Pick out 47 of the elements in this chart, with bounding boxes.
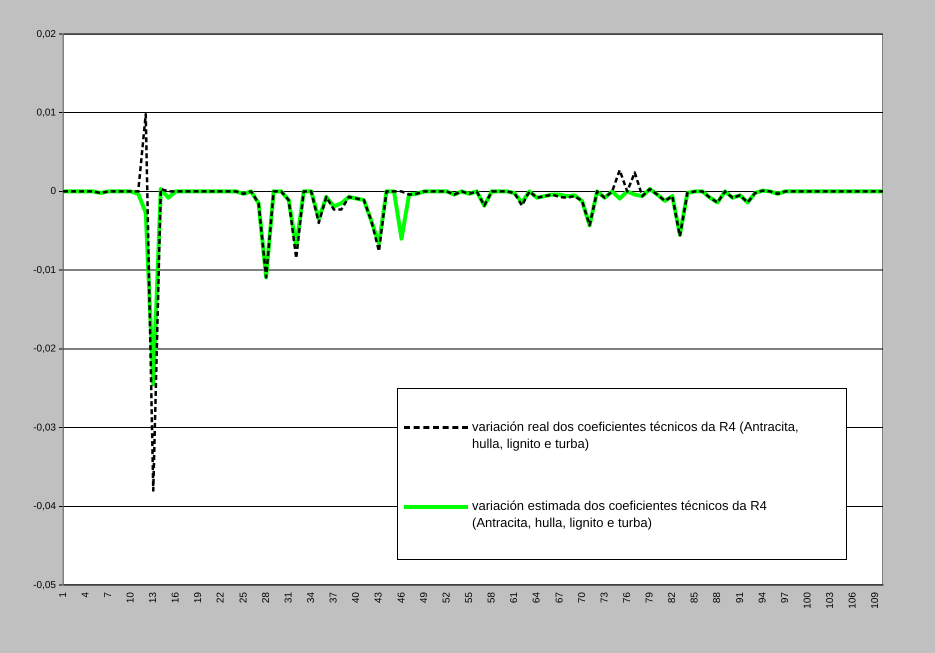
- x-tick-label: 7: [102, 592, 114, 598]
- legend-label: variación estimada dos coeficientes técnicos da R4 (Antracita, hulla, lignito e turba): [472, 496, 768, 530]
- y-tick-label: 0,02: [36, 28, 56, 40]
- x-tick-label: 13: [148, 592, 160, 604]
- x-tick-label: 64: [532, 592, 543, 604]
- x-tick-label: 103: [825, 592, 836, 609]
- y-tick-label: -0,04: [33, 501, 56, 512]
- x-tick-label: 85: [690, 592, 701, 604]
- x-tick-label: 34: [306, 592, 318, 604]
- x-tick-label: 10: [125, 592, 136, 604]
- x-tick-label: 28: [260, 592, 272, 604]
- x-tick-label: 31: [283, 592, 294, 604]
- x-tick-label: 73: [599, 592, 610, 604]
- x-tick-label: 25: [238, 592, 250, 604]
- x-tick-label: 16: [170, 592, 182, 604]
- x-tick-label: 79: [644, 592, 656, 604]
- x-tick-label: 4: [80, 592, 92, 598]
- x-tick-label: 58: [486, 592, 498, 604]
- x-tick-label: 70: [576, 592, 588, 604]
- x-tick-label: 55: [464, 592, 475, 604]
- y-tick-label: -0,03: [33, 422, 56, 434]
- x-tick-label: 19: [193, 592, 204, 604]
- x-tick-label: 61: [509, 592, 520, 604]
- x-tick-label: 43: [374, 592, 385, 604]
- x-tick-label: 49: [418, 592, 430, 604]
- x-tick-label: 76: [622, 592, 633, 604]
- x-tick-label: 67: [554, 592, 566, 604]
- y-tick-label: -0,05: [33, 580, 56, 591]
- x-tick-label: 88: [712, 592, 724, 604]
- x-tick-label: 91: [734, 592, 746, 604]
- x-tick-label: 52: [441, 592, 452, 604]
- x-tick-label: 94: [757, 592, 768, 604]
- x-tick-label: 46: [396, 592, 408, 604]
- x-tick-label: 37: [328, 592, 340, 604]
- y-tick-label: -0,02: [33, 344, 56, 355]
- y-tick-label: 0,01: [36, 107, 56, 118]
- y-tick-label: -0,01: [33, 264, 56, 276]
- x-tick-label: 106: [848, 592, 859, 609]
- x-tick-label: 109: [870, 592, 882, 609]
- legend-label: variación real dos coeficientes técnicos da R4 (Antracita, hulla, lignito e turba): [472, 418, 800, 452]
- x-tick-label: 100: [802, 592, 814, 609]
- x-tick-label: 40: [351, 592, 362, 604]
- x-tick-label: 97: [780, 592, 791, 604]
- x-tick-label: 1: [58, 592, 69, 598]
- x-tick-label: 82: [667, 592, 678, 604]
- y-tick-label: 0: [50, 186, 56, 198]
- x-tick-label: 22: [216, 592, 227, 604]
